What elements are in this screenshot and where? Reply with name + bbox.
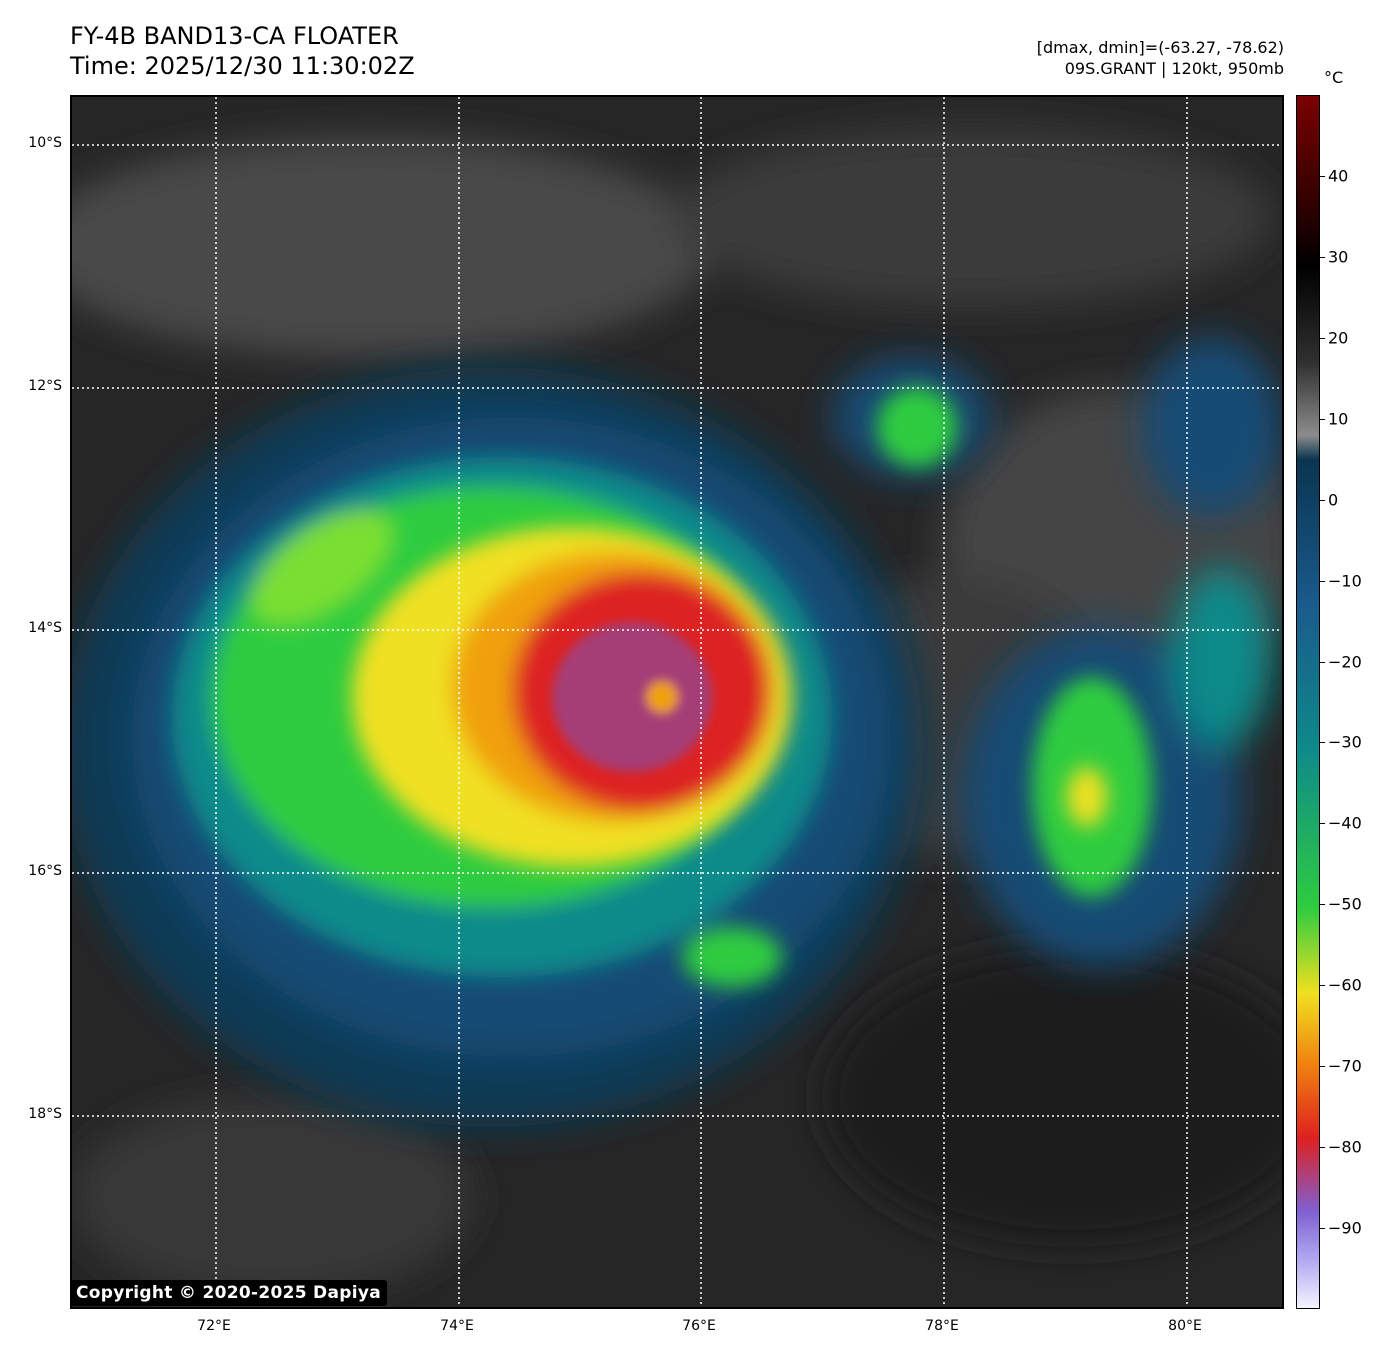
colorbar-tick-label: −60 — [1328, 975, 1362, 995]
lon-label-80e: 80°E — [1168, 1318, 1202, 1334]
colorbar-tick — [1320, 985, 1325, 987]
lat-label-16s: 16°S — [28, 863, 62, 879]
colorbar-tick-label: −90 — [1328, 1218, 1362, 1238]
colorbar-tick — [1320, 256, 1325, 258]
colorbar-unit: °C — [1324, 68, 1344, 87]
timestamp: Time: 2025/12/30 11:30:02Z — [70, 52, 415, 80]
colorbar-tick — [1320, 742, 1325, 744]
colorbar-tick-label: −40 — [1328, 813, 1362, 833]
colorbar-tick-label: −70 — [1328, 1056, 1362, 1076]
colorbar-tick-label: −10 — [1328, 571, 1362, 591]
copyright-badge: Copyright © 2020-2025 Dapiya — [70, 1280, 387, 1306]
colorbar-tick — [1320, 418, 1325, 420]
colorbar-tick — [1320, 337, 1325, 339]
colorbar-tick-label: −30 — [1328, 732, 1362, 752]
colorbar-tick — [1320, 661, 1325, 663]
colorbar-tick-label: 40 — [1328, 166, 1349, 186]
colorbar — [1296, 95, 1320, 1309]
colorbar-tick-label: −50 — [1328, 894, 1362, 914]
colorbar-tick-label: 30 — [1328, 247, 1349, 267]
colorbar-tick-label: 0 — [1328, 490, 1339, 510]
colorbar-tick — [1320, 1066, 1325, 1068]
lat-label-14s: 14°S — [28, 620, 62, 636]
colorbar-tick — [1320, 499, 1325, 501]
colorbar-tick — [1320, 1147, 1325, 1149]
lon-label-76e: 76°E — [682, 1318, 716, 1334]
colorbar-tick — [1320, 1228, 1325, 1230]
colorbar-tick-label: −20 — [1328, 652, 1362, 672]
satellite-image — [70, 95, 1284, 1309]
colorbar-tick-label: 10 — [1328, 409, 1349, 429]
lat-label-12s: 12°S — [28, 378, 62, 394]
lat-label-10s: 10°S — [28, 135, 62, 151]
lon-label-78e: 78°E — [925, 1318, 959, 1334]
dmax-dmin-readout: [dmax, dmin]=(-63.27, -78.62) — [1036, 38, 1284, 57]
colorbar-tick — [1320, 823, 1325, 825]
colorbar-tick — [1320, 904, 1325, 906]
colorbar-tick — [1320, 175, 1325, 177]
map-title: FY-4B BAND13-CA FLOATER — [70, 22, 399, 50]
colorbar-tick — [1320, 580, 1325, 582]
lon-gridlines — [215, 97, 1188, 1307]
lat-label-18s: 18°S — [28, 1106, 62, 1122]
lon-label-72e: 72°E — [197, 1318, 231, 1334]
cold-cloud-tops — [552, 622, 712, 772]
storm-info: 09S.GRANT | 120kt, 950mb — [1064, 59, 1284, 78]
colorbar-tick-label: −80 — [1328, 1137, 1362, 1157]
lat-gridlines — [72, 144, 1282, 1117]
lon-label-74e: 74°E — [440, 1318, 474, 1334]
colorbar-tick-label: 20 — [1328, 328, 1349, 348]
